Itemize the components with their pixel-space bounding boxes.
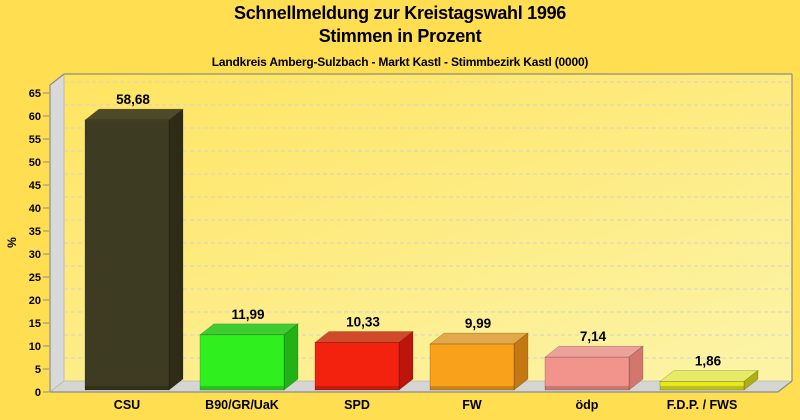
- bar-value-label: 58,68: [116, 92, 150, 107]
- bar-value-label: 11,99: [231, 307, 264, 322]
- y-axis-ticks: 0 5 10 15 20 25 30 35 40 45 50 55 60 65: [29, 88, 49, 399]
- chart-title-line-2: Stimmen in Prozent: [318, 26, 482, 46]
- bar-bottom-shade: [660, 386, 744, 390]
- bar-front-face: [544, 356, 630, 391]
- category-label: FW: [462, 398, 482, 412]
- bar-top-face: [544, 345, 644, 358]
- y-tick-label: 55: [29, 134, 41, 146]
- category-label: ödp: [576, 398, 599, 412]
- y-axis-title: %: [5, 237, 19, 248]
- bar-bottom-shade: [430, 386, 514, 390]
- bar-value-label: 1,86: [695, 353, 722, 368]
- bar-fw: 9,99 FW: [429, 316, 529, 412]
- bar-csu: 58,68 CSU: [84, 92, 184, 412]
- bar-top-face: [84, 108, 184, 121]
- y-tick-label: 15: [29, 318, 41, 330]
- bars: 58,68 CSU 11,99 B90/GR/UaK 10,33 SPD 9,99 FW 7,1…: [84, 92, 759, 412]
- bar-top-face: [199, 323, 299, 336]
- bar-front-face: [199, 334, 285, 391]
- gridlines: [64, 81, 792, 359]
- bar-bottom-shade: [315, 386, 399, 390]
- bar-front-face: [84, 119, 170, 391]
- plot-frame: [49, 73, 793, 393]
- bar-front-face: [659, 381, 745, 391]
- y-tick-label: 0: [35, 387, 41, 399]
- chart-title-line-1: Schnellmeldung zur Kreistagswahl 1996: [233, 3, 566, 23]
- chart-region-subtitle: Landkreis Amberg-Sulzbach - Markt Kastl …: [211, 55, 589, 69]
- category-label: F.D.P. / FWS: [667, 398, 738, 412]
- y-tick-label: 65: [29, 88, 41, 100]
- bar-side-face: [283, 323, 299, 391]
- y-tick-label: 20: [29, 295, 41, 307]
- y-tick-label: 30: [29, 249, 41, 261]
- bar-bottom-shade: [200, 386, 284, 390]
- y-tick-label: 45: [29, 180, 41, 192]
- bar-value-label: 10,33: [346, 314, 380, 329]
- bar-spd: 10,33 SPD: [314, 314, 414, 412]
- bar-bottom-shade: [545, 386, 629, 390]
- category-label: SPD: [344, 398, 370, 412]
- bar-front-face: [429, 343, 515, 391]
- bar-front-face: [314, 342, 400, 391]
- y-tick-label: 50: [29, 157, 41, 169]
- bar-side-face: [168, 108, 184, 391]
- y-tick-label: 5: [35, 364, 41, 376]
- bar-top-face: [314, 331, 414, 343]
- y-tick-label: 35: [29, 226, 41, 238]
- bar-top-face: [659, 370, 759, 382]
- left-wall: [49, 73, 65, 393]
- category-label: CSU: [114, 398, 140, 412]
- bar-top-face: [429, 332, 529, 345]
- bar-value-label: 9,99: [465, 316, 491, 331]
- y-tick-label: 25: [29, 272, 41, 284]
- y-tick-label: 40: [29, 203, 41, 215]
- bar-f-d-p-fws: 1,86 F.D.P. / FWS: [659, 353, 759, 412]
- bar-value-label: 7,14: [580, 329, 607, 344]
- bar-bottom-shade: [85, 386, 169, 390]
- bar-dp: 7,14 ödp: [544, 329, 644, 412]
- category-label: B90/GR/UaK: [205, 398, 279, 412]
- y-tick-label: 10: [29, 341, 41, 353]
- y-tick-label: 60: [29, 111, 41, 123]
- bar-b90-gr-uak: 11,99 B90/GR/UaK: [199, 307, 299, 412]
